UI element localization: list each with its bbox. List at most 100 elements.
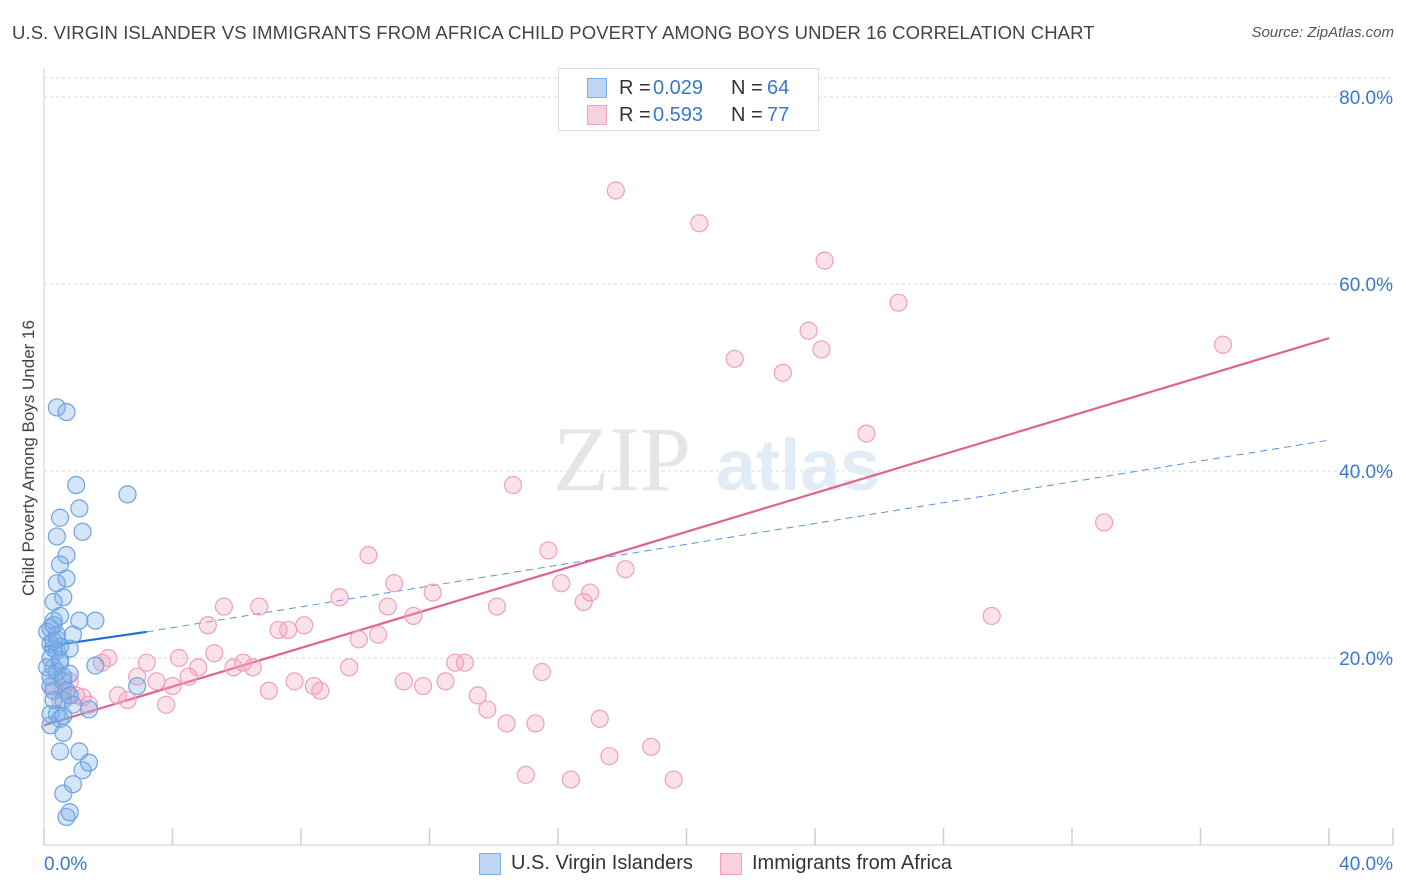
point-immigrants-africa: [147, 672, 166, 691]
bottom-legend-label: U.S. Virgin Islanders: [511, 852, 693, 874]
y-tick-label: 40.0%: [1339, 462, 1393, 483]
point-immigrants-africa: [561, 770, 580, 789]
legend-swatch-pink: [587, 105, 607, 125]
point-immigrants-africa: [179, 667, 198, 686]
point-immigrants-africa: [503, 475, 523, 495]
point-immigrants-africa: [600, 747, 619, 766]
point-immigrants-africa: [581, 583, 600, 602]
legend-r-label: R =: [619, 104, 651, 126]
source-label: Source: ZipAtlas.com: [1251, 24, 1394, 41]
point-immigrants-africa: [214, 597, 233, 616]
point-immigrants-africa: [616, 560, 635, 579]
point-immigrants-africa: [815, 251, 834, 270]
point-immigrants-africa: [285, 672, 304, 691]
point-immigrants-africa: [1095, 513, 1114, 532]
point-immigrants-africa: [259, 681, 278, 700]
point-immigrants-africa: [156, 695, 176, 714]
point-immigrants-africa: [487, 597, 507, 616]
point-immigrants-africa: [189, 658, 208, 677]
point-immigrants-africa: [330, 588, 349, 607]
point-immigrants-africa: [137, 653, 156, 672]
bottom-legend-swatch-pink: [720, 853, 742, 875]
point-immigrants-africa: [468, 686, 487, 705]
point-immigrants-africa: [982, 606, 1001, 626]
y-axis-label: Child Poverty Among Boys Under 16: [19, 320, 38, 596]
point-immigrants-africa: [250, 597, 269, 616]
point-virgin-islanders: [50, 709, 70, 728]
legend-n-value: 77: [767, 104, 790, 126]
point-virgin-islanders: [54, 784, 73, 803]
point-immigrants-africa: [224, 658, 243, 677]
point-virgin-islanders: [50, 606, 70, 626]
point-virgin-islanders: [86, 611, 105, 630]
point-immigrants-africa: [423, 583, 442, 602]
point-immigrants-africa: [349, 630, 368, 649]
point-virgin-islanders: [57, 546, 76, 565]
point-virgin-islanders: [60, 803, 79, 822]
point-immigrants-africa: [516, 765, 535, 784]
x-tick-label: 0.0%: [44, 854, 87, 875]
point-immigrants-africa: [279, 620, 298, 640]
point-immigrants-africa: [526, 714, 545, 733]
point-virgin-islanders: [70, 499, 89, 518]
point-immigrants-africa: [857, 424, 876, 443]
point-immigrants-africa: [606, 181, 625, 200]
chart-title: U.S. VIRGIN ISLANDER VS IMMIGRANTS FROM …: [12, 22, 1095, 43]
point-immigrants-africa: [590, 709, 609, 728]
point-immigrants-africa: [478, 700, 497, 719]
y-tick-label: 80.0%: [1339, 88, 1393, 109]
point-immigrants-africa: [234, 653, 253, 672]
point-immigrants-africa: [690, 214, 709, 233]
point-immigrants-africa: [243, 658, 262, 677]
point-immigrants-africa: [812, 340, 831, 359]
legend-n-label: N =: [731, 104, 763, 126]
point-immigrants-africa: [773, 363, 792, 382]
point-immigrants-africa: [198, 616, 217, 635]
axes: [43, 68, 1394, 846]
point-immigrants-africa: [799, 321, 818, 340]
y-tick-label: 20.0%: [1339, 649, 1393, 670]
point-immigrants-africa: [497, 714, 516, 733]
point-virgin-islanders: [47, 398, 66, 417]
point-immigrants-africa: [163, 676, 182, 696]
legend-r-value: 0.593: [653, 104, 704, 126]
point-immigrants-africa: [532, 662, 552, 682]
watermark-atlas: atlas: [716, 426, 880, 506]
point-virgin-islanders: [54, 672, 73, 691]
point-immigrants-africa: [311, 681, 330, 700]
legend-n-label: N =: [731, 77, 763, 99]
point-immigrants-africa: [455, 653, 474, 672]
point-immigrants-africa: [446, 653, 465, 672]
point-immigrants-africa: [269, 620, 288, 640]
point-virgin-islanders: [67, 475, 86, 495]
point-virgin-islanders: [128, 676, 147, 696]
point-virgin-islanders: [73, 761, 92, 780]
point-virgin-islanders: [54, 588, 73, 607]
point-immigrants-africa: [79, 695, 99, 714]
watermark: ZIP atlas: [553, 408, 880, 510]
point-virgin-islanders: [63, 775, 83, 794]
point-virgin-islanders: [44, 690, 63, 710]
grid-lines: [44, 77, 1393, 659]
point-immigrants-africa: [413, 676, 433, 696]
point-immigrants-africa: [889, 293, 908, 312]
point-virgin-islanders: [50, 650, 70, 669]
bottom-legend-label: Immigrants from Africa: [752, 852, 953, 874]
tick-labels: 20.0% 40.0% 60.0% 80.0% 0.0% 40.0%: [44, 88, 1393, 875]
point-virgin-islanders: [50, 508, 70, 527]
point-virgin-islanders: [79, 753, 99, 772]
y-tick-label: 60.0%: [1339, 275, 1393, 296]
legend-n-value: 64: [767, 77, 790, 99]
point-virgin-islanders: [79, 700, 99, 719]
legend-swatch-blue: [587, 78, 607, 98]
legend-r-value: 0.029: [653, 77, 704, 99]
point-immigrants-africa: [664, 770, 683, 789]
data-points: [38, 181, 1233, 827]
point-immigrants-africa: [1213, 335, 1233, 354]
bottom-legend-swatch-blue: [479, 853, 501, 875]
point-immigrants-africa: [394, 672, 413, 691]
x-tick-label: 40.0%: [1339, 854, 1393, 875]
point-virgin-islanders: [54, 706, 73, 726]
point-immigrants-africa: [539, 541, 558, 560]
